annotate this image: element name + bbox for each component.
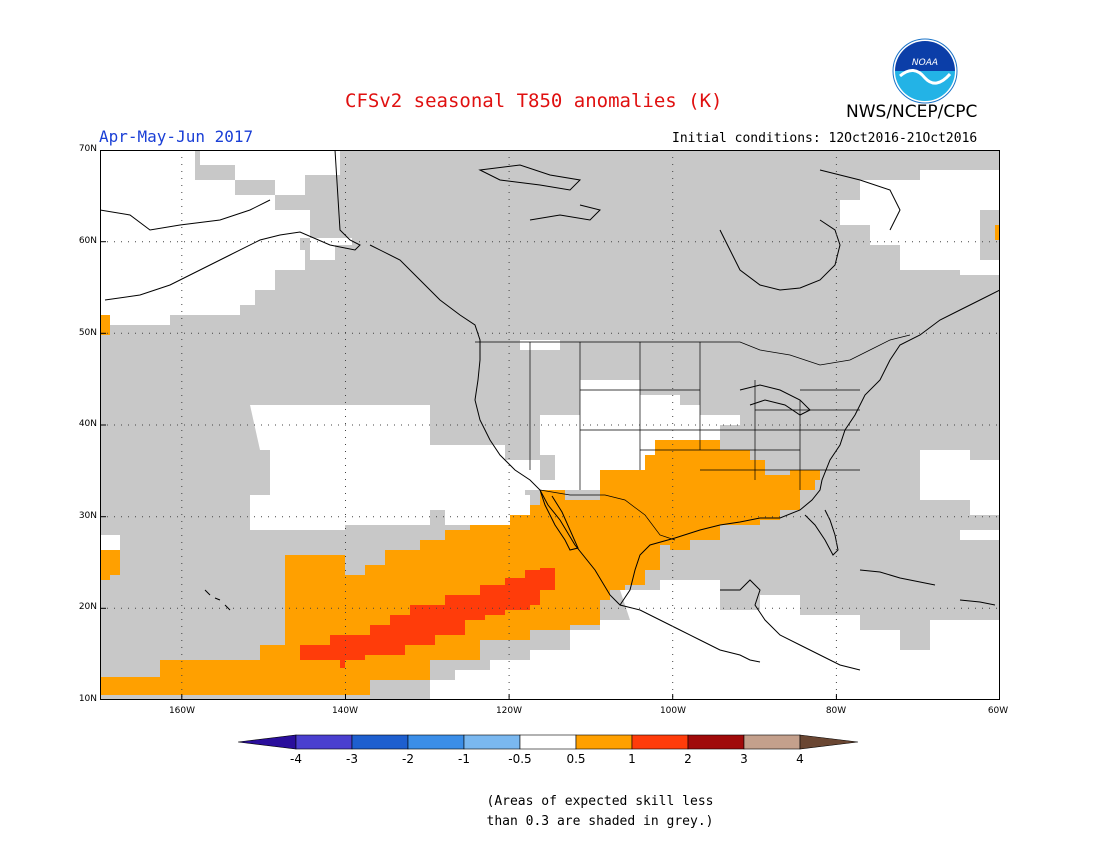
lon-label-80w: 80W [825,706,847,716]
colorbar-label: 3 [740,752,748,766]
colorbar-swatch [743,734,801,750]
season-label: Apr-May-Jun 2017 [99,127,254,146]
lon-label-140w: 140W [331,706,359,716]
colorbar-swatch [631,734,689,750]
colorbar-label: 4 [796,752,804,766]
lon-label-160w: 160W [168,706,196,716]
colorbar-swatch [575,734,633,750]
skill-note-line-2: than 0.3 are shaded in grey.) [486,814,714,829]
noaa-logo-text: NOAA [912,58,938,68]
colorbar-label: 2 [684,752,692,766]
colorbar-swatch [519,734,577,750]
lon-label-100w: 100W [659,706,687,716]
lat-label-10n: 10N [78,694,97,704]
political-borders [475,334,911,541]
agency-label: NWS/NCEP/CPC [846,102,978,122]
colorbar-arrow-low [238,734,297,750]
warm-anomaly-1-to-2 [300,568,555,668]
axis-ticks [100,241,837,700]
lon-label-120w: 120W [495,706,523,716]
lat-label-60n: 60N [78,236,97,246]
lat-label-50n: 50N [78,328,97,338]
colorbar-label: 1 [628,752,636,766]
noaa-logo: NOAA [892,38,958,104]
colorbar-swatch [295,734,353,750]
lat-label-30n: 30N [78,511,97,521]
colorbar-label: -2 [402,752,414,766]
colorbar-swatch [407,734,465,750]
colorbar-label: -4 [290,752,302,766]
lat-label-40n: 40N [78,419,97,429]
coastlines [100,150,1000,671]
colorbar-swatch [463,734,521,750]
warm-anomaly-0-5-to-1 [100,225,1000,695]
colorbar-arrow-high [799,734,859,750]
colorbar-swatch [351,734,409,750]
initial-conditions-label: Initial conditions: 12Oct2016-21Oct2016 [672,131,978,146]
graticule [100,150,1000,700]
lat-label-20n: 20N [78,602,97,612]
chart-title: CFSv2 seasonal T850 anomalies (K) [345,90,723,112]
skill-note-line-1: (Areas of expected skill less [486,794,714,809]
colorbar-swatch [687,734,745,750]
colorbar-label: 0.5 [566,752,586,766]
colorbar-label: -1 [458,752,470,766]
lon-label-60w: 60W [987,706,1009,716]
colorbar [238,734,859,750]
lat-label-70n: 70N [78,144,97,154]
colorbar-label: -0.5 [508,752,532,766]
colorbar-label: -3 [346,752,358,766]
anomaly-map [100,150,1000,700]
near-normal-regions [100,150,1000,700]
skill-note: (Areas of expected skill less than 0.3 a… [470,792,730,832]
